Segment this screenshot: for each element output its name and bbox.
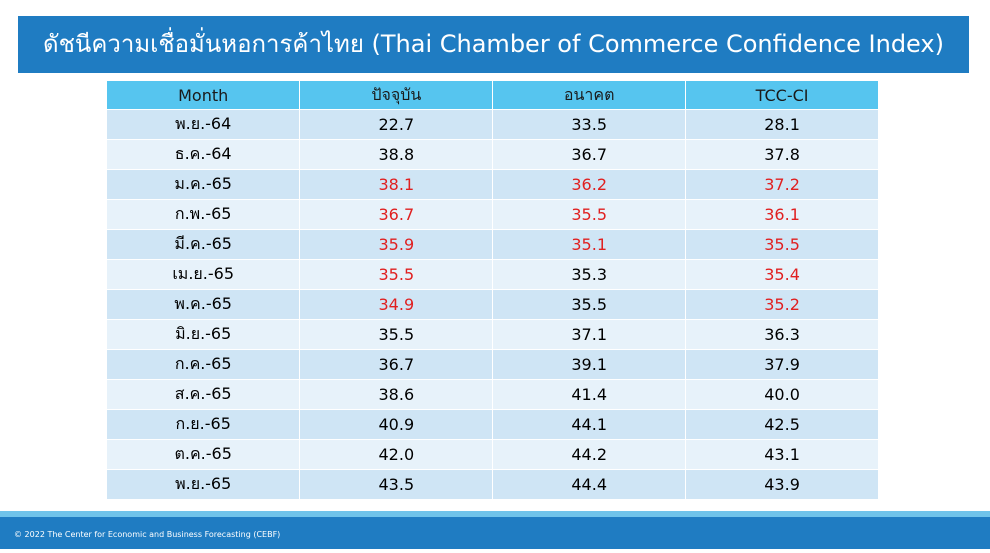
month-cell: พ.ย.-65: [107, 469, 301, 499]
column-header: ปัจจุบัน: [299, 81, 494, 110]
value-cell: 40.0: [685, 379, 879, 410]
table-row: พ.ย.-65 43.5 44.4 43.9: [107, 469, 879, 499]
value-cell: 44.1: [492, 409, 687, 440]
value-cell: 35.5: [492, 289, 687, 320]
month-cell: พ.ย.-64: [107, 109, 301, 140]
value-cell: 36.7: [299, 199, 494, 230]
table-row: ธ.ค.-64 38.8 36.7 37.8: [107, 139, 879, 170]
value-cell: 37.1: [492, 319, 687, 350]
value-cell: 35.9: [299, 229, 494, 260]
column-header: อนาคต: [492, 81, 687, 110]
value-cell: 35.5: [299, 319, 494, 350]
value-cell: 44.2: [492, 439, 687, 470]
table-row: ต.ค.-65 42.0 44.2 43.1: [107, 439, 879, 470]
value-cell: 37.8: [685, 139, 879, 170]
footer-stripe: [0, 511, 990, 517]
value-cell: 28.1: [685, 109, 879, 140]
value-cell: 42.0: [299, 439, 494, 470]
table-row: พ.ย.-64 22.7 33.5 28.1: [107, 109, 879, 140]
value-cell: 41.4: [492, 379, 687, 410]
table-row: เม.ย.-65 35.5 35.3 35.4: [107, 259, 879, 290]
header-row: Month ปัจจุบัน อนาคต TCC-CI: [107, 81, 879, 110]
value-cell: 35.5: [685, 229, 879, 260]
value-cell: 43.5: [299, 469, 494, 499]
value-cell: 39.1: [492, 349, 687, 380]
table-row: ม.ค.-65 38.1 36.2 37.2: [107, 169, 879, 200]
value-cell: 43.9: [685, 469, 879, 499]
table-row: พ.ค.-65 34.9 35.5 35.2: [107, 289, 879, 320]
value-cell: 36.7: [299, 349, 494, 380]
value-cell: 36.3: [685, 319, 879, 350]
table-row: ก.ค.-65 36.7 39.1 37.9: [107, 349, 879, 380]
value-cell: 44.4: [492, 469, 687, 499]
month-cell: มี.ค.-65: [107, 229, 301, 260]
value-cell: 22.7: [299, 109, 494, 140]
month-cell: ก.ค.-65: [107, 349, 301, 380]
value-cell: 33.5: [492, 109, 687, 140]
value-cell: 36.7: [492, 139, 687, 170]
value-cell: 38.1: [299, 169, 494, 200]
table-row: ส.ค.-65 38.6 41.4 40.0: [107, 379, 879, 410]
footer: © 2022 The Center for Economic and Busin…: [0, 517, 990, 549]
value-cell: 42.5: [685, 409, 879, 440]
value-cell: 38.6: [299, 379, 494, 410]
value-cell: 35.1: [492, 229, 687, 260]
value-cell: 35.4: [685, 259, 879, 290]
value-cell: 37.2: [685, 169, 879, 200]
value-cell: 43.1: [685, 439, 879, 470]
month-cell: พ.ค.-65: [107, 289, 301, 320]
data-table: Month ปัจจุบัน อนาคต TCC-CI พ.ย.-64 22.7 33.5…: [107, 81, 879, 499]
value-cell: 35.3: [492, 259, 687, 290]
month-cell: มิ.ย.-65: [107, 319, 301, 350]
title: ดัชนีความเชื่อมั่นหอการค้าไทย (Thai Cham…: [18, 16, 969, 73]
value-cell: 36.1: [685, 199, 879, 230]
table-row: มี.ค.-65 35.9 35.1 35.5: [107, 229, 879, 260]
value-cell: 34.9: [299, 289, 494, 320]
value-cell: 35.5: [299, 259, 494, 290]
table-row: ก.พ.-65 36.7 35.5 36.1: [107, 199, 879, 230]
month-cell: ส.ค.-65: [107, 379, 301, 410]
table-body: พ.ย.-64 22.7 33.5 28.1 ธ.ค.-64 38.8 36.7 37.8 ม.…: [107, 109, 879, 499]
value-cell: 38.8: [299, 139, 494, 170]
month-cell: ก.พ.-65: [107, 199, 301, 230]
table-row: มิ.ย.-65 35.5 37.1 36.3: [107, 319, 879, 350]
month-cell: ก.ย.-65: [107, 409, 301, 440]
value-cell: 35.5: [492, 199, 687, 230]
value-cell: 36.2: [492, 169, 687, 200]
value-cell: 37.9: [685, 349, 879, 380]
column-header: Month: [107, 81, 301, 110]
value-cell: 35.2: [685, 289, 879, 320]
table-row: ก.ย.-65 40.9 44.1 42.5: [107, 409, 879, 440]
column-header: TCC-CI: [685, 81, 879, 110]
month-cell: ธ.ค.-64: [107, 139, 301, 170]
month-cell: ม.ค.-65: [107, 169, 301, 200]
month-cell: ต.ค.-65: [107, 439, 301, 470]
month-cell: เม.ย.-65: [107, 259, 301, 290]
value-cell: 40.9: [299, 409, 494, 440]
